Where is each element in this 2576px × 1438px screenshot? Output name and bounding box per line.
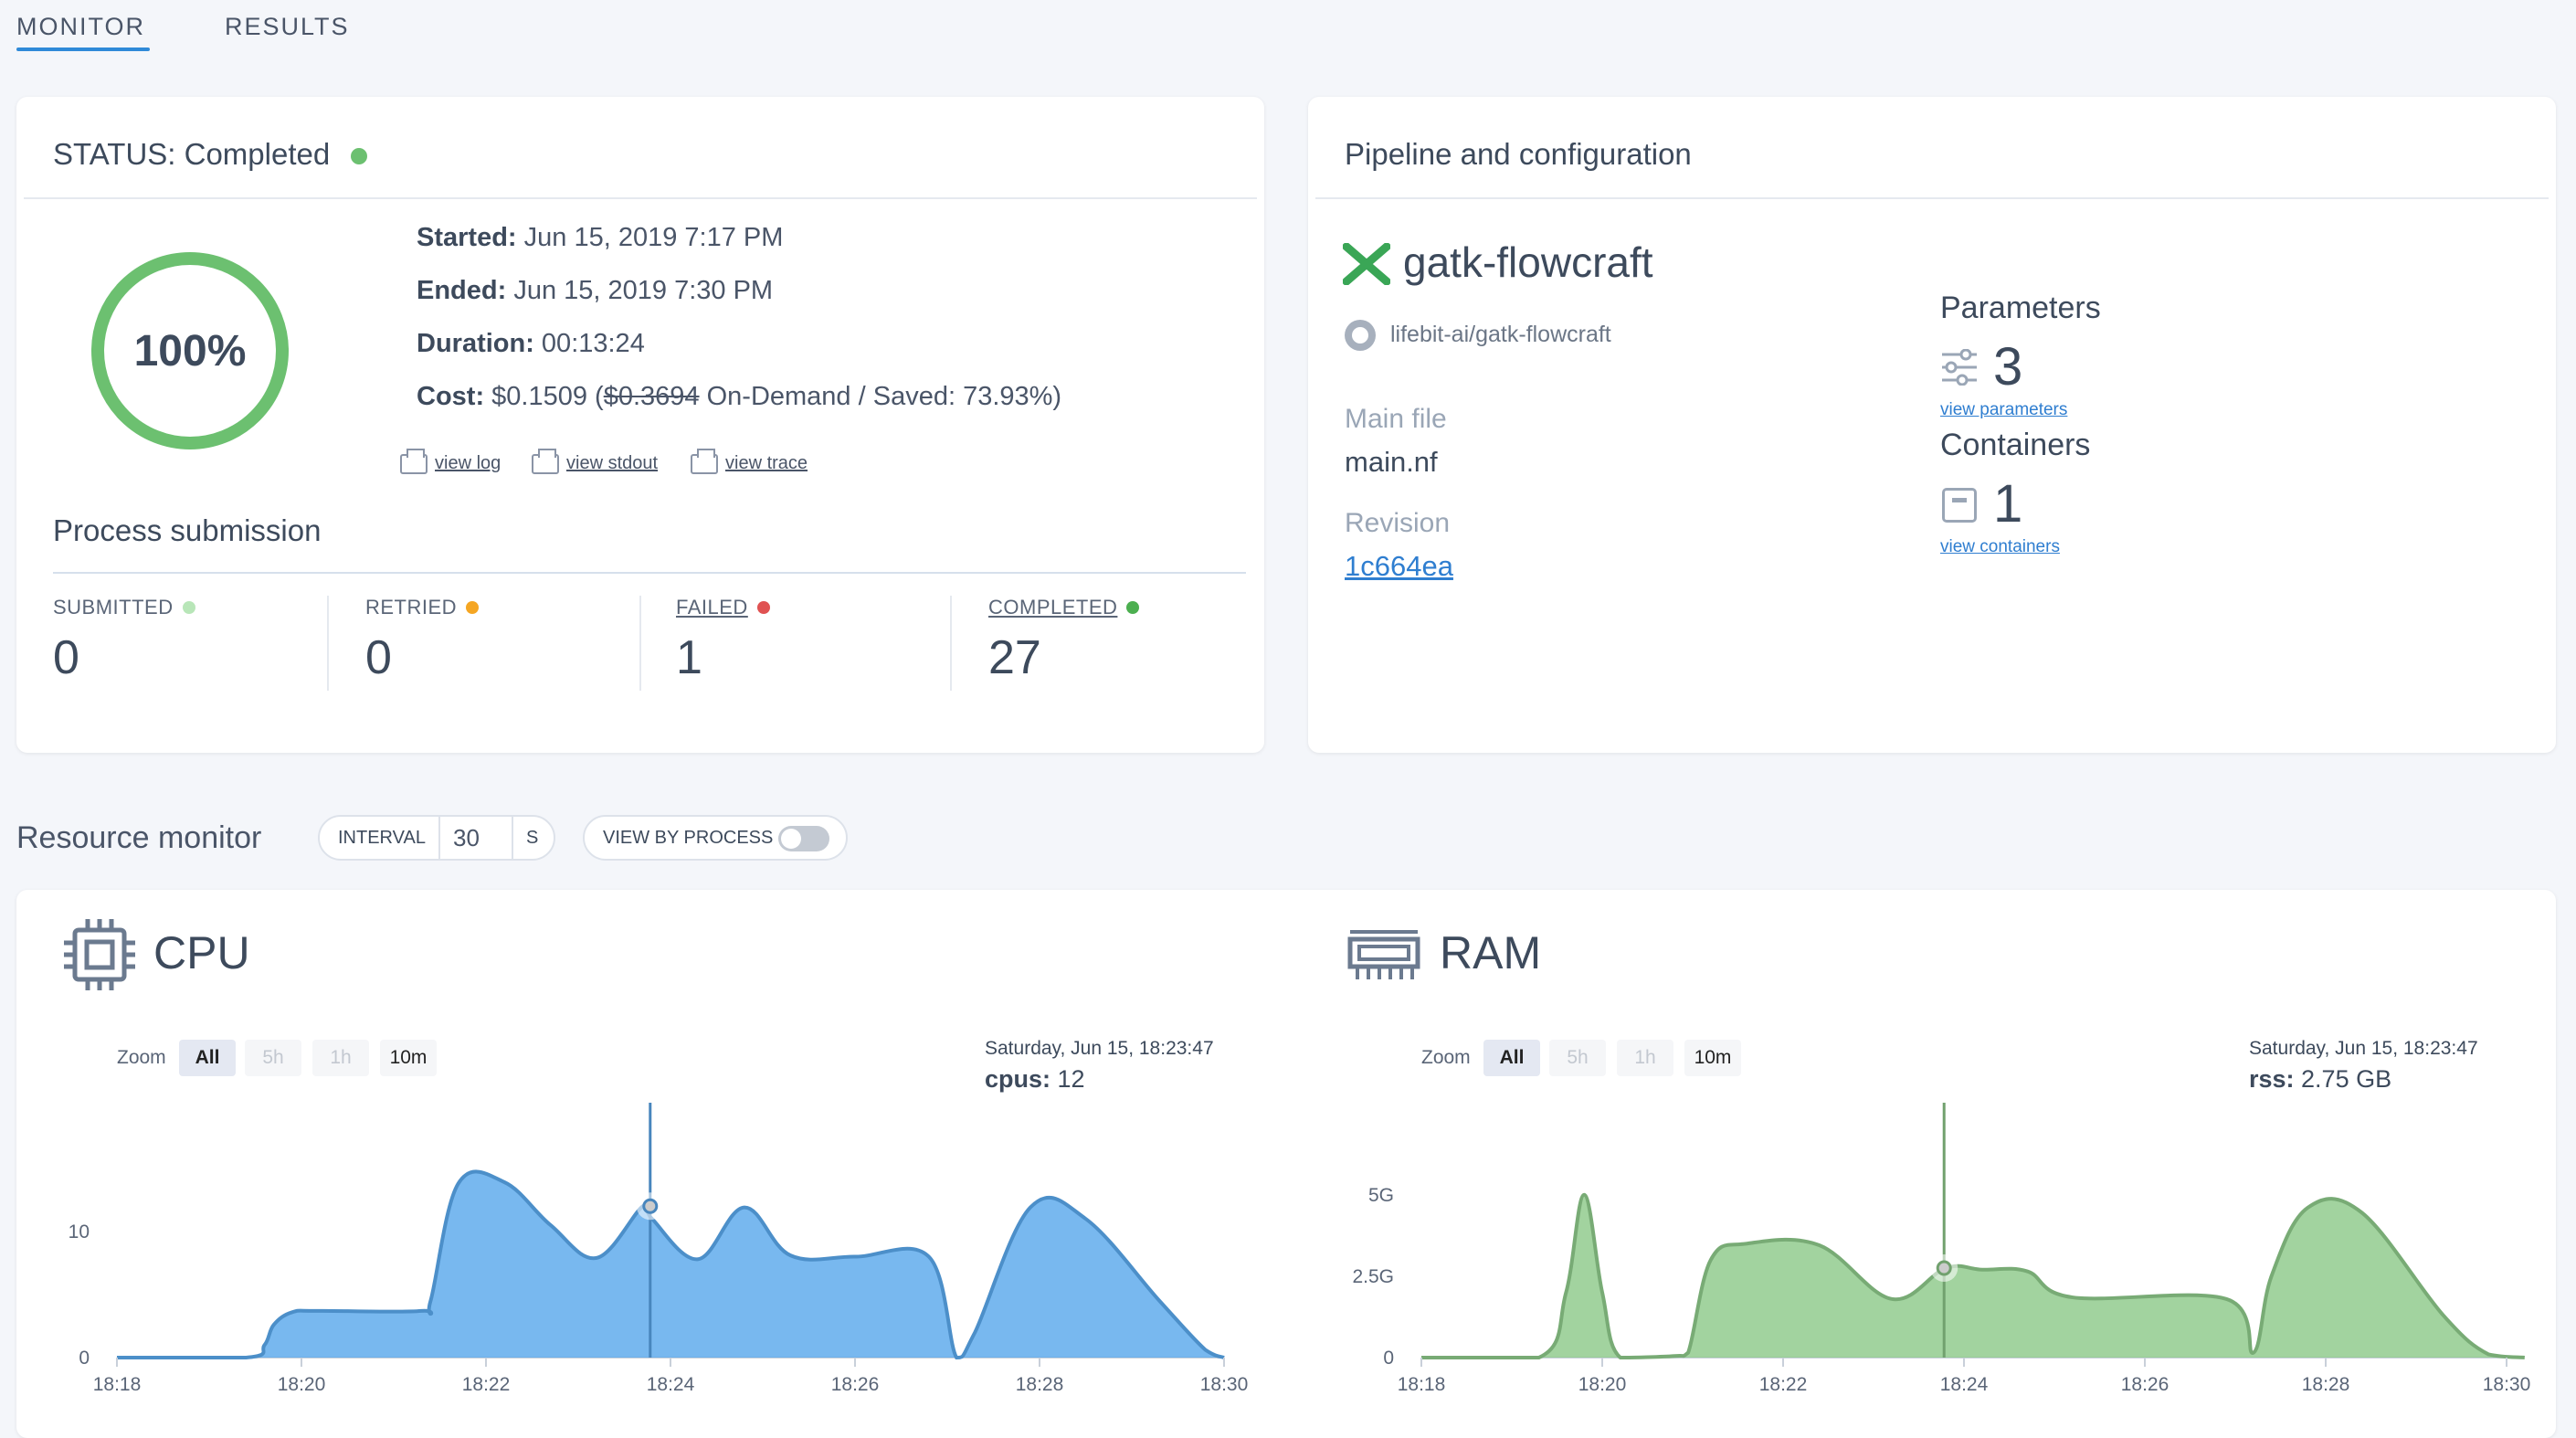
submitted-label: SUBMITTED (53, 596, 195, 619)
completed-dot (1126, 601, 1140, 614)
ram-tooltip-date: Saturday, Jun 15, 18:23:47 (2249, 1038, 2478, 1059)
cpu-x-tick-label: 18:28 (1016, 1374, 1064, 1392)
column-divider (327, 596, 329, 691)
ram-zoom-5h-button[interactable]: 5h (1549, 1040, 1606, 1076)
view-stdout-link[interactable]: view stdout (532, 448, 658, 474)
view-trace-link[interactable]: view trace (691, 448, 808, 474)
status-indicator (351, 148, 368, 165)
ended-line: Ended: Jun 15, 2019 7:30 PM (417, 276, 774, 305)
cpu-hover-point (642, 1198, 659, 1214)
tab-active-indicator (16, 48, 150, 51)
retried-label: RETRIED (365, 596, 480, 619)
flowcraft-logo-icon (1342, 242, 1391, 286)
revision-link[interactable]: 1c664ea (1345, 550, 1453, 582)
cpu-zoom-label: Zoom (117, 1047, 166, 1068)
ram-tooltip-value: rss: 2.75 GB (2249, 1065, 2392, 1093)
ram-title: RAM (1440, 927, 1542, 978)
interval-control: INTERVAL 30 S (318, 815, 555, 861)
container-icon (1942, 488, 1977, 523)
progress-label: 100% (133, 326, 247, 375)
cpu-x-tick-label: 18:20 (278, 1374, 326, 1392)
main-file-value: main.nf (1345, 446, 1438, 478)
retried-count: 0 (365, 631, 392, 684)
retried-dot (466, 601, 480, 614)
cpu-x-tick-label: 18:30 (1200, 1374, 1249, 1392)
cpu-x-tick-label: 18:26 (831, 1374, 880, 1392)
interval-input[interactable]: 30 (453, 824, 480, 851)
interval-unit: S (526, 828, 539, 848)
pipeline-title: Pipeline and configuration (1345, 137, 1692, 171)
cpu-tooltip-value: cpus: 12 (985, 1065, 1085, 1093)
tab-results[interactable]: RESULTS (225, 13, 350, 40)
submitted-dot (182, 601, 195, 614)
github-icon (1345, 320, 1376, 351)
process-divider (53, 572, 1246, 574)
submitted-count: 0 (53, 631, 79, 684)
main-file-label: Main file (1345, 404, 1447, 434)
ram-memory-icon (1346, 930, 1421, 981)
containers-count: 1 (1993, 474, 2023, 534)
cpu-zoom-5h-button[interactable]: 5h (245, 1040, 301, 1076)
interval-label: INTERVAL (338, 828, 426, 848)
cpu-zoom-1h-button[interactable]: 1h (312, 1040, 369, 1076)
cpu-title: CPU (153, 927, 250, 978)
revision-label: Revision (1345, 508, 1451, 538)
ram-zoom-10m-button[interactable]: 10m (1684, 1040, 1741, 1076)
cpu-y-tick-label: 10 (69, 1221, 90, 1242)
status-title: STATUS: Completed (53, 137, 368, 172)
duration-line: Duration: 00:13:24 (417, 329, 645, 358)
cpu-zoom-all-button[interactable]: All (179, 1040, 236, 1076)
view-by-process-label: VIEW BY PROCESS (603, 828, 774, 848)
failed-label[interactable]: FAILED (676, 596, 770, 619)
containers-title: Containers (1940, 428, 2091, 462)
ram-zoom-1h-button[interactable]: 1h (1617, 1040, 1673, 1076)
repo-link[interactable]: lifebit-ai/gatk-flowcraft (1390, 322, 1611, 347)
completed-count: 27 (988, 631, 1041, 684)
column-divider (950, 596, 952, 691)
divider (1315, 197, 2549, 199)
view-parameters-link[interactable]: view parameters (1940, 400, 2068, 419)
progress-ring: 100% (90, 250, 290, 451)
view-log-link[interactable]: view log (400, 448, 501, 474)
tab-monitor[interactable]: MONITOR (16, 13, 145, 40)
ram-zoom-label: Zoom (1421, 1047, 1471, 1068)
status-card: STATUS: Completed 100% Started: Jun 15, … (16, 97, 1264, 753)
started-line: Started: Jun 15, 2019 7:17 PM (417, 223, 784, 252)
parameters-title: Parameters (1940, 291, 2101, 325)
print-icon (691, 448, 718, 474)
cpu-y-tick-label: 0 (79, 1348, 90, 1369)
cost-line: Cost: $0.1509 ($0.3694 On-Demand / Saved… (417, 382, 1062, 411)
resource-monitor-title: Resource monitor (16, 820, 262, 855)
cpu-zoom-10m-button[interactable]: 10m (380, 1040, 437, 1076)
failed-count: 1 (676, 631, 702, 684)
cpu-area (117, 1171, 1224, 1358)
view-by-process-toggle[interactable]: VIEW BY PROCESS (583, 815, 848, 861)
completed-label[interactable]: COMPLETED (988, 596, 1140, 619)
pipeline-name: gatk-flowcraft (1403, 238, 1653, 286)
process-submission-title: Process submission (53, 513, 322, 547)
pipeline-card: Pipeline and configuration gatk-flowcraf… (1308, 97, 2556, 753)
cpu-chip-icon (62, 917, 137, 992)
cpu-x-tick-label: 18:18 (93, 1374, 142, 1392)
print-icon (532, 448, 559, 474)
divider (24, 197, 1257, 199)
column-divider (639, 596, 641, 691)
parameters-count: 3 (1993, 337, 2023, 397)
sliders-icon (1940, 348, 1979, 386)
cpu-tooltip-date: Saturday, Jun 15, 18:23:47 (985, 1038, 1214, 1059)
print-icon (400, 448, 428, 474)
toggle-switch[interactable] (778, 826, 829, 851)
cpu-x-tick-label: 18:22 (462, 1374, 511, 1392)
cpu-x-tick-label: 18:24 (647, 1374, 695, 1392)
view-containers-link[interactable]: view containers (1940, 537, 2060, 556)
ram-zoom-all-button[interactable]: All (1483, 1040, 1540, 1076)
failed-dot (756, 601, 770, 614)
